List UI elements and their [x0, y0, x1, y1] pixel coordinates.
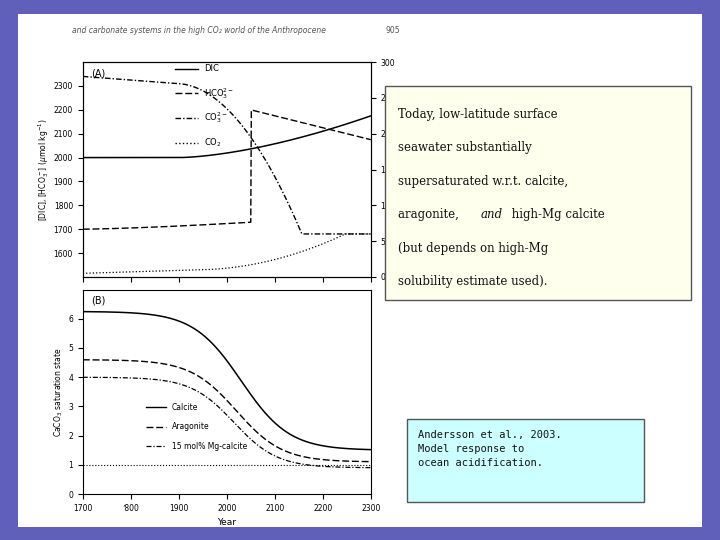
Text: Aragonite: Aragonite: [172, 422, 210, 431]
Text: and carbonate systems in the high CO₂ world of the Anthropocene: and carbonate systems in the high CO₂ wo…: [72, 26, 326, 35]
Text: high-Mg calcite: high-Mg calcite: [508, 208, 605, 221]
Text: solubility estimate used).: solubility estimate used).: [398, 275, 548, 288]
X-axis label: Year: Year: [217, 518, 236, 528]
Text: (A): (A): [91, 69, 106, 78]
Text: supersaturated w.r.t. calcite,: supersaturated w.r.t. calcite,: [398, 175, 568, 188]
Text: Today, low-latitude surface: Today, low-latitude surface: [398, 108, 558, 121]
Text: Calcite: Calcite: [172, 403, 199, 411]
Text: 905: 905: [385, 26, 400, 35]
Y-axis label: CaCO$_3$ saturation state: CaCO$_3$ saturation state: [53, 347, 66, 437]
Text: CO$_3^{2-}$: CO$_3^{2-}$: [204, 111, 228, 125]
Text: (but depends on high-Mg: (but depends on high-Mg: [398, 242, 549, 255]
Y-axis label: [CO$_2$], [CO$_3^{2-}$] ($\mu$mol kg$^{-1}$): [CO$_2$], [CO$_3^{2-}$] ($\mu$mol kg$^{-…: [398, 118, 413, 220]
Text: CO$_2$: CO$_2$: [204, 137, 222, 149]
Text: seawater substantially: seawater substantially: [398, 141, 532, 154]
Text: Andersson et al., 2003.
Model response to
ocean acidification.: Andersson et al., 2003. Model response t…: [418, 430, 562, 468]
Text: HCO$_3^{2-}$: HCO$_3^{2-}$: [204, 86, 234, 100]
Text: and: and: [481, 208, 503, 221]
Text: 15 mol% Mg-calcite: 15 mol% Mg-calcite: [172, 442, 248, 450]
Y-axis label: [DIC], [HCO$_3^-$] ($\mu$mol kg$^{-1}$): [DIC], [HCO$_3^-$] ($\mu$mol kg$^{-1}$): [36, 118, 51, 221]
Text: aragonite,: aragonite,: [398, 208, 463, 221]
Text: (B): (B): [91, 295, 106, 306]
Text: DIC: DIC: [204, 64, 219, 73]
